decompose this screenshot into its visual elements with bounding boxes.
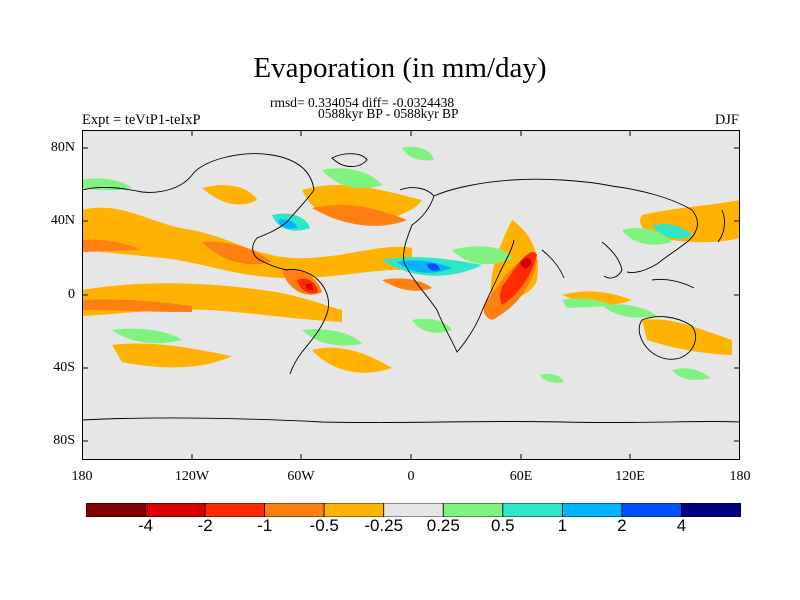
map-title: Evaporation (in mm/day) — [253, 52, 547, 84]
lat-label-0: 0 — [68, 287, 75, 302]
lon-label-60e: 60E — [509, 469, 533, 484]
colorbar-box — [323, 503, 385, 517]
colorbar-label: -0.5 — [309, 516, 339, 535]
colorbar-box — [561, 503, 623, 517]
colorbar-label: -1 — [257, 516, 273, 535]
colorbar-label: -0.25 — [364, 516, 404, 535]
lat-label-80n: 80N — [50, 140, 75, 155]
colorbar-label: 4 — [676, 516, 687, 535]
experiment-label: Expt = teVtP1-teIxP — [82, 112, 201, 128]
colorbar-box — [204, 503, 266, 517]
colorbar-label: 0.25 — [426, 516, 460, 535]
colorbar-label: -4 — [137, 516, 154, 535]
colorbar-box — [383, 503, 444, 517]
lon-label-120e: 120E — [615, 469, 645, 484]
colorbar-label: -2 — [197, 516, 213, 535]
colorbar-label: 0.5 — [490, 516, 515, 535]
season-label: DJF — [714, 112, 739, 128]
stats-line-rmsd: rmsd= 0.334054 diff= -0.0324438 — [270, 95, 455, 110]
lon-label-0: 0 — [407, 469, 415, 484]
colorbar-box — [264, 503, 325, 517]
colorbar-box — [145, 503, 206, 517]
lat-label-80s: 80S — [53, 433, 75, 448]
lon-label-60w: 60W — [287, 469, 315, 484]
coastlines — [82, 153, 740, 424]
lon-label-120w: 120W — [174, 469, 210, 484]
tick-marks — [82, 130, 740, 460]
colorbar-box — [681, 503, 741, 517]
colorbar-label: 2 — [617, 516, 627, 535]
colorbar — [86, 503, 741, 517]
anomaly-fields — [82, 146, 740, 383]
colorbar-box — [442, 503, 504, 517]
colorbar-label: 1 — [557, 516, 568, 535]
lon-label-180w: 180 — [71, 469, 93, 484]
evaporation-map — [82, 130, 740, 460]
colorbar-box — [621, 503, 682, 517]
colorbar-box — [502, 503, 563, 517]
colorbar-box — [86, 503, 146, 517]
lat-label-40s: 40S — [53, 360, 75, 375]
lat-label-40n: 40N — [50, 213, 75, 228]
lon-label-180e: 180 — [729, 469, 751, 484]
stats-line-period: 0588kyr BP - 0588kyr BP — [318, 106, 459, 121]
